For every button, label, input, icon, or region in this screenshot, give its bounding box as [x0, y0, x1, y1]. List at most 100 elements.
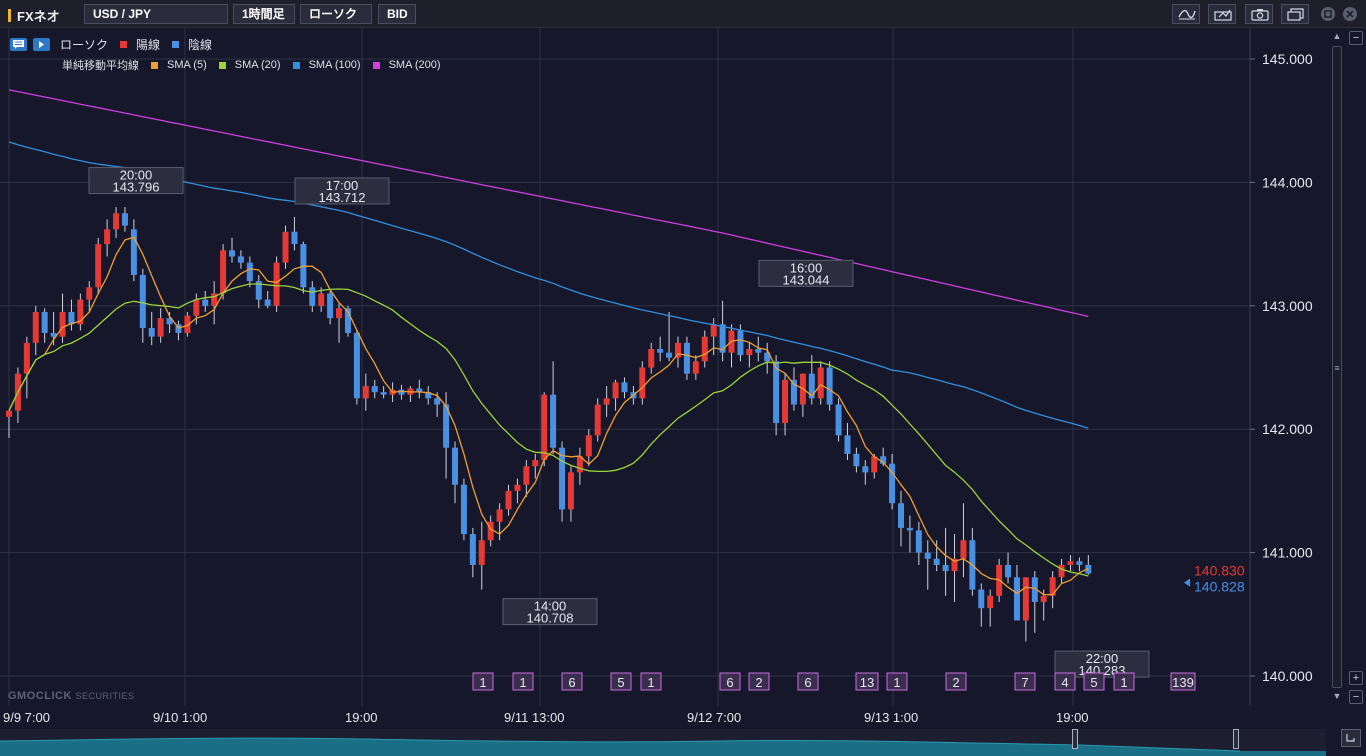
candle-down[interactable] — [719, 324, 726, 353]
candle-down[interactable] — [291, 231, 298, 245]
candle-up[interactable] — [59, 311, 66, 337]
candle-up[interactable] — [184, 315, 191, 333]
candle-up[interactable] — [639, 367, 646, 399]
candle-down[interactable] — [853, 453, 860, 467]
candle-down[interactable] — [1013, 577, 1020, 621]
fit-range-button[interactable] — [1341, 729, 1361, 747]
candle-down[interactable] — [121, 213, 128, 226]
candle-up[interactable] — [478, 540, 485, 565]
export-button[interactable] — [1208, 4, 1236, 24]
candle-down[interactable] — [469, 534, 476, 565]
scroll-grip-icon[interactable]: ≡ — [1334, 363, 1340, 373]
candle-down[interactable] — [915, 530, 922, 553]
candle-down[interactable] — [344, 308, 351, 333]
candle-up[interactable] — [951, 558, 958, 572]
indicator-button[interactable] — [1172, 4, 1200, 24]
candle-up[interactable] — [585, 435, 592, 457]
candle-up[interactable] — [1040, 595, 1047, 602]
candle-up[interactable] — [220, 250, 227, 294]
candle-up[interactable] — [603, 398, 610, 405]
candle-down[interactable] — [550, 394, 557, 448]
candle-down[interactable] — [1031, 577, 1038, 602]
candle-down[interactable] — [1005, 564, 1012, 578]
candle-up[interactable] — [532, 460, 539, 467]
zoom-in-button[interactable]: + — [1349, 671, 1363, 685]
event-marker[interactable] — [1014, 672, 1036, 691]
candle-down[interactable] — [255, 281, 262, 300]
candle-up[interactable] — [1022, 577, 1029, 621]
candle-up[interactable] — [77, 299, 84, 325]
candle-up[interactable] — [594, 404, 601, 436]
candle-down[interactable] — [889, 463, 896, 504]
candle-down[interactable] — [460, 484, 467, 535]
navigator-right-handle[interactable] — [1233, 729, 1239, 749]
candle-up[interactable] — [746, 348, 753, 356]
candle-down[interactable] — [41, 311, 48, 333]
candle-up[interactable] — [782, 379, 789, 424]
candle-down[interactable] — [906, 527, 913, 531]
candle-up[interactable] — [211, 293, 218, 306]
candle-down[interactable] — [755, 348, 762, 353]
candle-up[interactable] — [1067, 561, 1074, 565]
event-marker[interactable] — [1054, 672, 1076, 691]
candle-up[interactable] — [193, 299, 200, 316]
event-marker[interactable] — [719, 672, 741, 691]
candle-down[interactable] — [924, 552, 931, 559]
currency-pair-select[interactable]: USD / JPY — [84, 4, 228, 24]
candle-down[interactable] — [737, 330, 744, 356]
candle-down[interactable] — [398, 389, 405, 395]
zoom-reset-button[interactable]: − — [1349, 690, 1363, 704]
candle-down[interactable] — [559, 447, 566, 510]
candle-up[interactable] — [960, 540, 967, 559]
candle-down[interactable] — [1076, 561, 1083, 565]
candle-up[interactable] — [336, 308, 343, 319]
candle-up[interactable] — [6, 410, 12, 417]
candle-down[interactable] — [425, 392, 432, 399]
candle-down[interactable] — [764, 352, 771, 362]
candle-up[interactable] — [95, 244, 102, 288]
range-navigator[interactable] — [0, 729, 1326, 756]
candle-up[interactable] — [318, 293, 325, 306]
candle-down[interactable] — [978, 589, 985, 609]
event-marker[interactable] — [1170, 672, 1196, 691]
zoom-out-button[interactable]: − — [1349, 31, 1363, 45]
candle-up[interactable] — [32, 311, 39, 343]
candle-up[interactable] — [612, 382, 619, 399]
event-marker[interactable] — [472, 672, 494, 691]
event-marker[interactable] — [1113, 672, 1135, 691]
candle-up[interactable] — [113, 213, 120, 230]
event-marker[interactable] — [561, 672, 583, 691]
candle-down[interactable] — [621, 382, 628, 393]
candle-up[interactable] — [817, 367, 824, 399]
candle-down[interactable] — [933, 558, 940, 565]
candle-down[interactable] — [790, 379, 797, 405]
candle-down[interactable] — [942, 564, 949, 572]
candle-up[interactable] — [505, 490, 512, 510]
candle-up[interactable] — [1058, 564, 1065, 578]
expand-legend-icon[interactable] — [33, 37, 50, 51]
candle-down[interactable] — [773, 361, 780, 424]
candle-down[interactable] — [835, 404, 842, 436]
candle-up[interactable] — [362, 386, 369, 399]
candle-up[interactable] — [871, 456, 878, 473]
event-marker[interactable] — [945, 672, 967, 691]
candle-down[interactable] — [148, 328, 155, 337]
event-marker[interactable] — [797, 672, 819, 691]
maximize-button[interactable] — [1321, 7, 1335, 21]
candle-down[interactable] — [434, 398, 441, 405]
candle-down[interactable] — [880, 456, 887, 464]
candle-down[interactable] — [237, 256, 244, 263]
price-chart[interactable]: 145.000 144.000 143.000 142.000 141.000 140.0… — [0, 28, 1328, 706]
candle-down[interactable] — [452, 447, 458, 485]
candle-up[interactable] — [576, 456, 583, 473]
candle-down[interactable] — [862, 466, 869, 473]
navigator-left-handle[interactable] — [1072, 729, 1078, 749]
candle-down[interactable] — [416, 388, 423, 393]
event-marker[interactable] — [1083, 672, 1105, 691]
scroll-down-icon[interactable]: ▼ — [1332, 691, 1342, 701]
candle-down[interactable] — [808, 373, 815, 399]
candle-up[interactable] — [701, 336, 708, 362]
candle-down[interactable] — [657, 348, 664, 353]
event-marker[interactable] — [610, 672, 632, 691]
timeframe-select[interactable]: 1時間足 — [233, 4, 295, 24]
